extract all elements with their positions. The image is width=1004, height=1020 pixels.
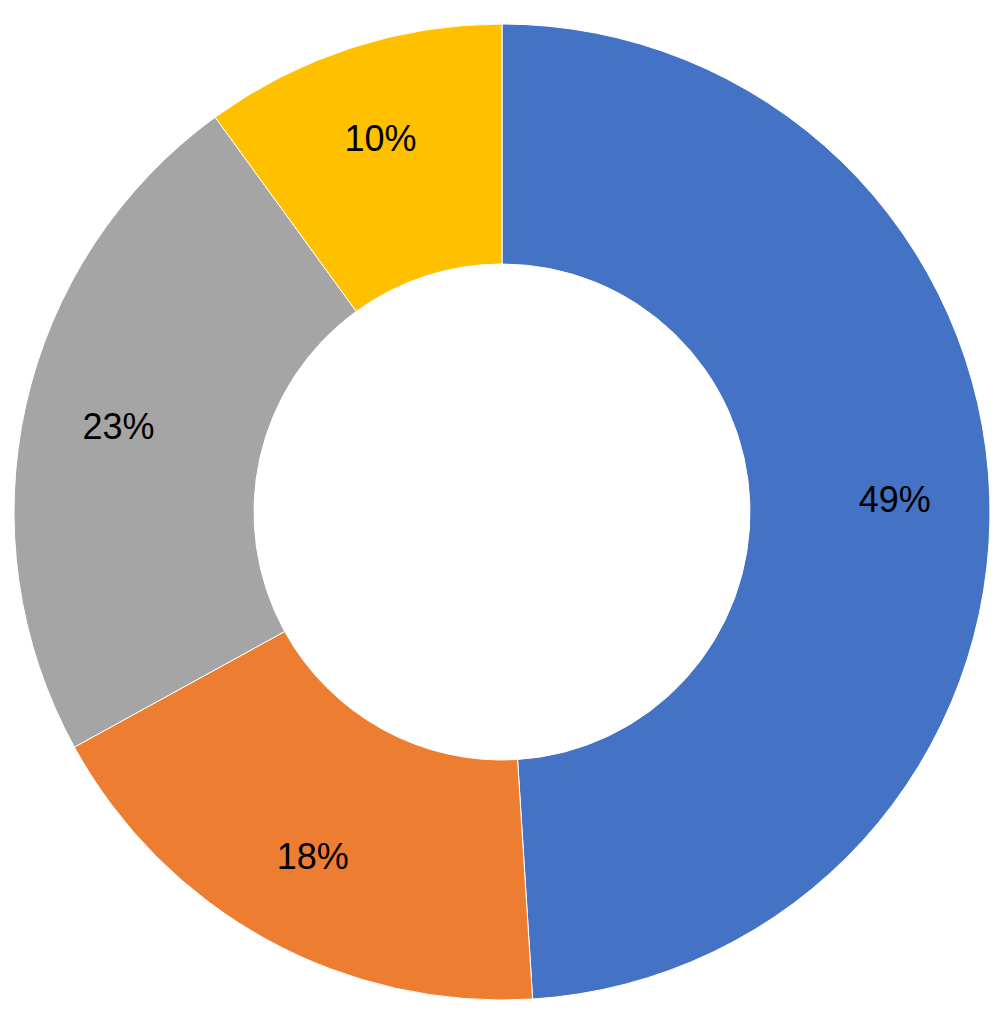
data-labels: 49% 18% 23% 10% (82, 118, 930, 877)
data-label: 18% (277, 836, 349, 877)
chart: 49% 18% 23% 10% (0, 0, 1004, 1020)
slice (215, 24, 502, 311)
slices (14, 24, 990, 1000)
data-label: 49% (859, 479, 931, 520)
data-label: 23% (82, 406, 154, 447)
data-label: 10% (345, 118, 417, 159)
slice (502, 24, 990, 999)
